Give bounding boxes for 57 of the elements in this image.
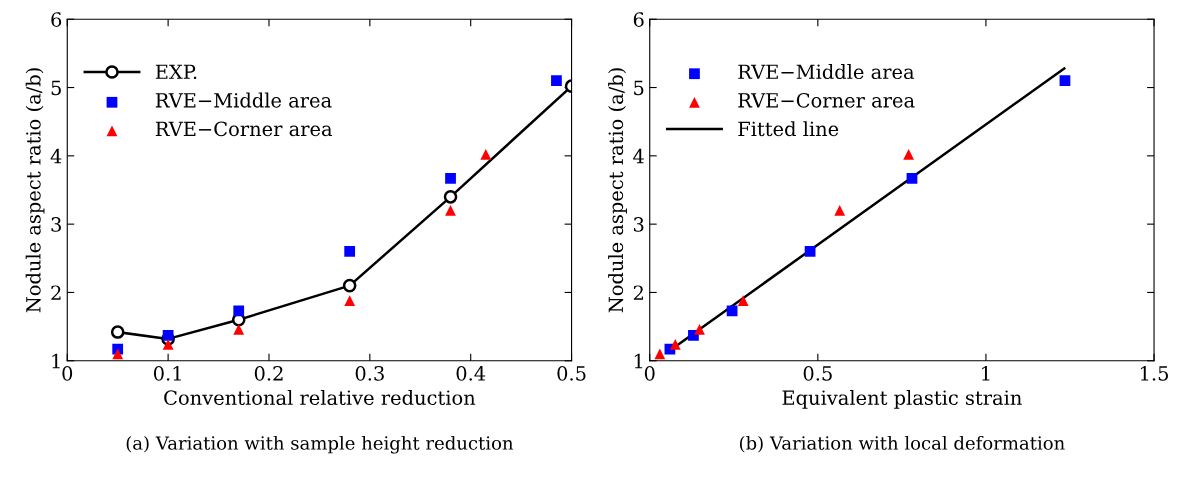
x-tick-label: 0.5: [803, 365, 832, 381]
point: [344, 246, 356, 257]
y-tick-label: 2: [633, 285, 643, 300]
y-tick-label: 1: [52, 353, 60, 369]
x-tick-label: 0.4: [456, 365, 486, 381]
point: [804, 246, 816, 257]
x-tick-label: 0.3: [355, 365, 384, 381]
x-tick-label: 1: [982, 365, 990, 381]
point: [110, 325, 125, 339]
y-tick-label: 6: [51, 12, 62, 27]
point: [342, 278, 357, 293]
point: [162, 338, 174, 350]
x-tick-label: 0.5: [557, 365, 586, 381]
point: [445, 205, 456, 216]
y-tick-label: 3: [51, 217, 61, 232]
point: [112, 348, 124, 360]
x-tick-label: 0: [644, 365, 655, 381]
legend-label: EXP.: [155, 64, 197, 80]
x-axis-title: Conventional relative reduction: [164, 389, 476, 406]
text: (a) Variation with sample height reduction: [126, 435, 514, 454]
point: [162, 330, 174, 341]
y-tick-label: 5: [634, 80, 644, 96]
x-tick-label: 0.1: [153, 365, 181, 381]
point: [233, 305, 245, 317]
point: [737, 295, 749, 307]
y-tick-label: 6: [633, 12, 644, 27]
x-tick-label: 0.2: [254, 365, 283, 381]
legend-label: RVE−Middle area: [155, 92, 332, 108]
legend-label: Fitted line: [738, 121, 839, 137]
y-tick-label: 3: [633, 217, 644, 232]
y-axis-title: Nodule aspect ratio (a/b): [25, 68, 45, 313]
point: [551, 75, 562, 87]
y-tick-label: 4: [633, 148, 644, 164]
legend-label: RVE−Corner area: [738, 92, 915, 108]
point: [903, 149, 914, 160]
y-tick-label: 4: [50, 148, 62, 164]
legend-label: RVE−Middle area: [738, 64, 915, 80]
point: [344, 295, 356, 307]
point: [694, 323, 705, 335]
y-axis-title: Nodule aspect ratio (a/b): [608, 68, 627, 313]
point: [233, 323, 245, 335]
x-tick-label: 0: [62, 365, 73, 381]
point: [906, 173, 918, 184]
point: [1059, 75, 1071, 87]
point: [443, 190, 458, 204]
point: [445, 173, 456, 184]
point: [834, 205, 846, 216]
point: [654, 348, 666, 360]
y-tick-label: 5: [51, 80, 61, 96]
text: (b) Variation with local deformation: [739, 435, 1065, 453]
y-tick-label: 1: [634, 353, 643, 369]
point: [669, 338, 681, 350]
legend-label: RVE−Corner area: [155, 121, 333, 137]
y-tick-label: 2: [51, 285, 61, 300]
x-tick-label: 1.5: [1140, 365, 1168, 381]
point: [480, 149, 492, 160]
x-axis-title: Equivalent plastic strain: [782, 389, 1022, 409]
